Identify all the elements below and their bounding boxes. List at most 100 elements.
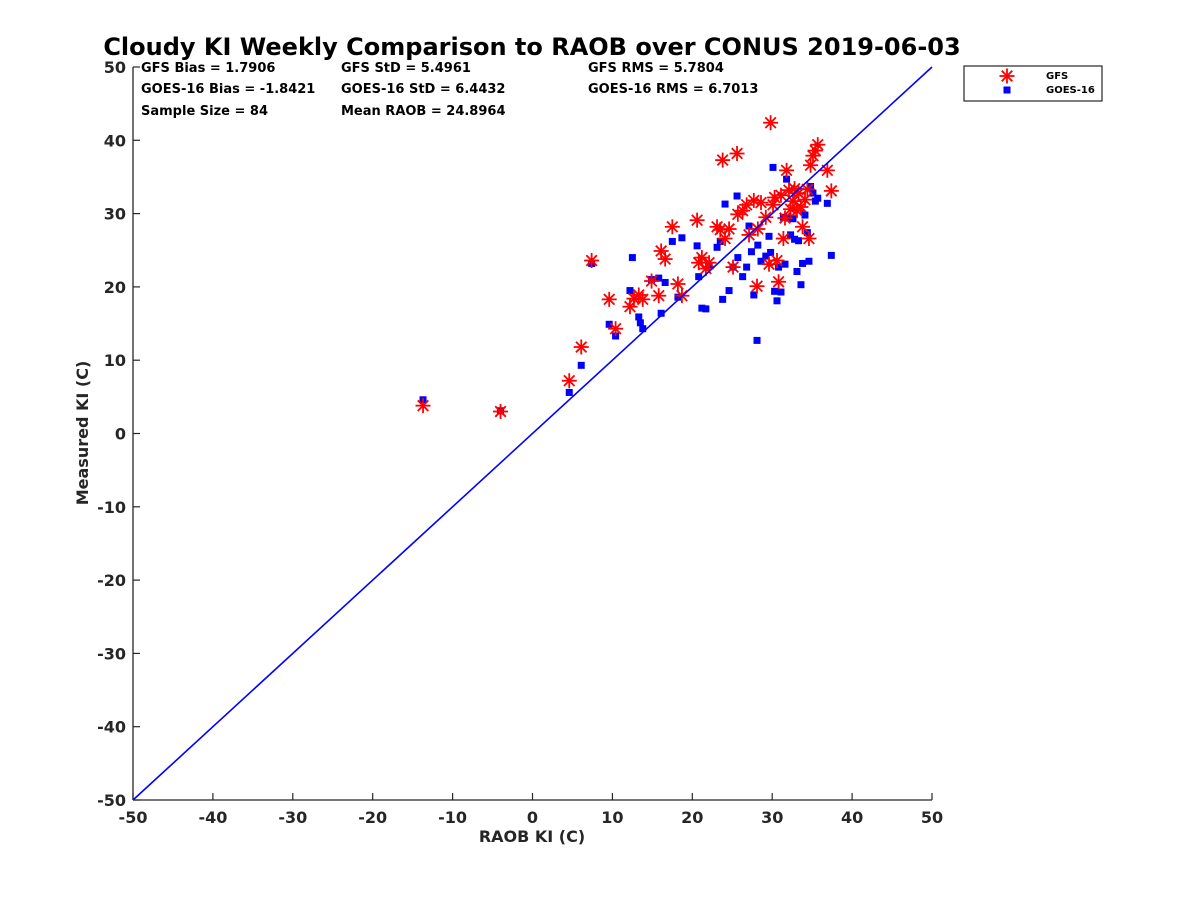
- goes16-point: [791, 235, 799, 243]
- y-tick-label: 40: [104, 131, 126, 150]
- gfs-point: [803, 157, 819, 173]
- x-tick-label: -10: [438, 808, 467, 827]
- stat-text: GOES-16 StD = 6.4432: [341, 82, 505, 97]
- gfs-point: [584, 253, 600, 269]
- y-axis-label: Measured KI (C): [73, 361, 92, 506]
- goes16-point: [605, 320, 613, 328]
- gfs-point: [601, 291, 617, 307]
- goes16-point: [823, 199, 831, 207]
- goes16-point: [702, 305, 710, 313]
- goes16-point: [745, 222, 753, 230]
- gfs-point: [635, 291, 651, 307]
- goes16-point: [783, 175, 791, 183]
- gfs-point: [797, 192, 813, 208]
- gfs-point: [721, 221, 737, 237]
- goes16-point: [797, 281, 805, 289]
- x-tick-label: -50: [119, 808, 148, 827]
- stat-text: GOES-16 Bias = -1.8421: [141, 82, 315, 97]
- goes16-point: [734, 254, 742, 262]
- goes16-point: [767, 248, 775, 256]
- x-tick-label: 0: [527, 808, 538, 827]
- data-points: [415, 115, 839, 420]
- stat-text: GFS RMS = 5.7804: [588, 61, 724, 76]
- stat-text: GFS StD = 5.4961: [341, 61, 471, 76]
- legend-gfs-marker: [999, 68, 1015, 84]
- gfs-point: [771, 274, 787, 290]
- gfs-point: [651, 288, 667, 304]
- goes16-point: [789, 215, 797, 223]
- goes16-point: [639, 325, 647, 333]
- x-tick-label: 20: [681, 808, 703, 827]
- gfs-point: [657, 251, 673, 267]
- goes16-point: [636, 319, 644, 327]
- goes16-point: [771, 287, 779, 295]
- goes16-point: [678, 234, 686, 242]
- y-tick-label: 50: [104, 58, 126, 77]
- gfs-point: [670, 276, 686, 292]
- goes16-point: [739, 273, 747, 281]
- gfs-point: [773, 187, 789, 203]
- x-axis-label: RAOB KI (C): [479, 827, 585, 846]
- goes16-point: [827, 251, 835, 259]
- x-tick-label: 30: [761, 808, 783, 827]
- goes16-point: [762, 252, 770, 260]
- legend-gfs-label: GFS: [1046, 71, 1068, 82]
- x-tick-label: 10: [601, 808, 623, 827]
- goes16-point: [773, 297, 781, 305]
- goes16-point: [668, 237, 676, 245]
- goes16-point: [795, 237, 803, 245]
- y-tick-label: 0: [115, 425, 126, 444]
- y-ticks: 50 40 30 20 10 0 -10 -20 -30 -40 -50: [97, 58, 140, 810]
- gfs-point: [746, 192, 762, 208]
- gfs-point: [729, 145, 745, 161]
- legend-goes16-marker: [1003, 86, 1011, 94]
- goes16-point: [733, 192, 741, 200]
- goes16-point: [814, 194, 822, 202]
- goes16-point: [698, 304, 706, 312]
- gfs-point: [561, 373, 577, 389]
- goes16-point: [695, 273, 703, 281]
- goes16-point: [781, 260, 789, 268]
- gfs-point: [775, 231, 791, 247]
- gfs-point: [763, 115, 779, 131]
- goes16-point: [577, 361, 585, 369]
- chart-title: Cloudy KI Weekly Comparison to RAOB over…: [103, 33, 960, 61]
- x-tick-label: -20: [358, 808, 387, 827]
- legend: GFS GOES-16: [963, 65, 1103, 102]
- goes16-point: [803, 229, 811, 237]
- gfs-point: [725, 259, 741, 275]
- stat-text: Sample Size = 84: [141, 104, 268, 119]
- goes16-point: [750, 291, 758, 299]
- stat-text: GOES-16 RMS = 6.7013: [588, 82, 758, 97]
- goes16-point: [801, 211, 809, 219]
- gfs-point: [715, 152, 731, 168]
- y-tick-label: -30: [97, 644, 126, 663]
- gfs-point: [795, 219, 811, 235]
- gfs-point: [758, 209, 774, 225]
- legend-goes16-label: GOES-16: [1046, 85, 1095, 96]
- goes16-point: [719, 295, 727, 303]
- y-tick-label: 30: [104, 205, 126, 224]
- legend-box: [963, 65, 1103, 102]
- goes16-point: [628, 254, 636, 262]
- goes16-point: [713, 243, 721, 251]
- goes16-point: [716, 237, 724, 245]
- goes16-point: [757, 257, 765, 265]
- goes16-point: [753, 336, 761, 344]
- goes16-point: [765, 232, 773, 240]
- goes16-point: [661, 279, 669, 287]
- goes16-point: [747, 248, 755, 256]
- stat-text: Mean RAOB = 24.8964: [341, 104, 506, 119]
- x-ticks: -50 -40 -30 -20 -10 0 10 20 30 40 50: [119, 793, 943, 827]
- gfs-point: [608, 321, 624, 337]
- x-tick-label: -30: [278, 808, 307, 827]
- gfs-point: [777, 210, 793, 226]
- goes16-point: [725, 287, 733, 295]
- goes16-point: [754, 241, 762, 249]
- goes16-point: [777, 288, 785, 296]
- y-tick-label: -50: [97, 791, 126, 810]
- goes16-point: [693, 242, 701, 250]
- legend-goes16-square: [1003, 86, 1011, 94]
- goes16-point: [635, 313, 643, 321]
